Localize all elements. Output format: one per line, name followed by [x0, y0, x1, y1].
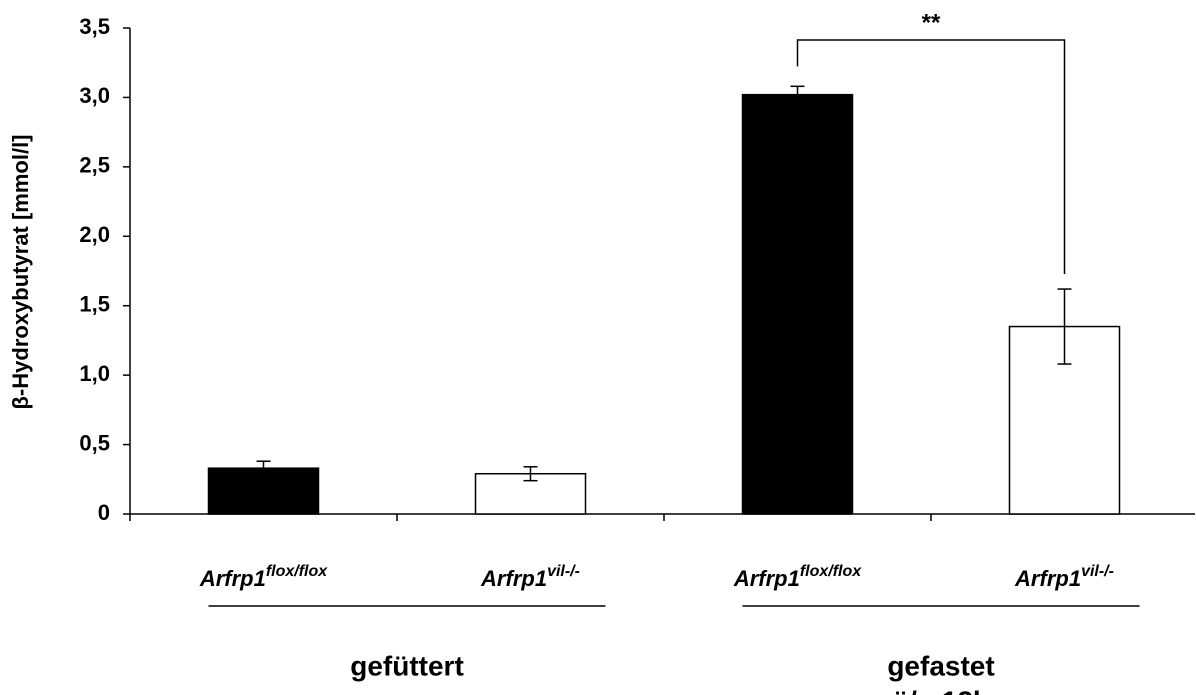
- category-superscript: vil-/-: [1081, 563, 1114, 580]
- category-superscript: flox/flox: [266, 563, 328, 580]
- x-tick-label: Arfrp1flox/flox: [733, 563, 862, 591]
- category-name: Arfrp1: [480, 566, 547, 591]
- category-name: Arfrp1: [1014, 566, 1081, 591]
- y-tick-label: 0: [98, 500, 110, 525]
- x-tick-label: Arfrp1flox/flox: [199, 563, 328, 591]
- y-axis-label: β-Hydroxybutyrat [mmol/l]: [8, 134, 33, 409]
- significance-label: **: [922, 9, 941, 36]
- y-tick-label: 3,5: [79, 14, 110, 39]
- x-tick-label: Arfrp1vil-/-: [480, 563, 580, 591]
- group-label: gefüttert: [350, 650, 464, 681]
- bar: [741, 93, 854, 515]
- category-name: Arfrp1: [199, 566, 266, 591]
- error-bar: [1057, 288, 1072, 365]
- y-tick-label: 1,0: [79, 361, 110, 386]
- error-bar: [790, 85, 805, 104]
- bar: [207, 467, 320, 515]
- error-bar: [523, 466, 538, 482]
- y-tick-label: 2,0: [79, 222, 110, 247]
- category-superscript: vil-/-: [547, 563, 580, 580]
- error-bar: [256, 460, 271, 476]
- significance-bracket: [796, 39, 1066, 275]
- category-superscript: flox/flox: [800, 563, 862, 580]
- bar: [474, 472, 587, 515]
- y-tick-label: 1,5: [79, 292, 110, 317]
- group-label: ü/n 12h: [892, 685, 990, 695]
- category-name: Arfrp1: [733, 566, 800, 591]
- y-tick-label: 3,0: [79, 83, 110, 108]
- x-tick-label: Arfrp1vil-/-: [1014, 563, 1114, 591]
- y-tick-label: 0,5: [79, 430, 110, 455]
- group-label: gefastet: [887, 650, 994, 681]
- y-tick-label: 2,5: [79, 153, 110, 178]
